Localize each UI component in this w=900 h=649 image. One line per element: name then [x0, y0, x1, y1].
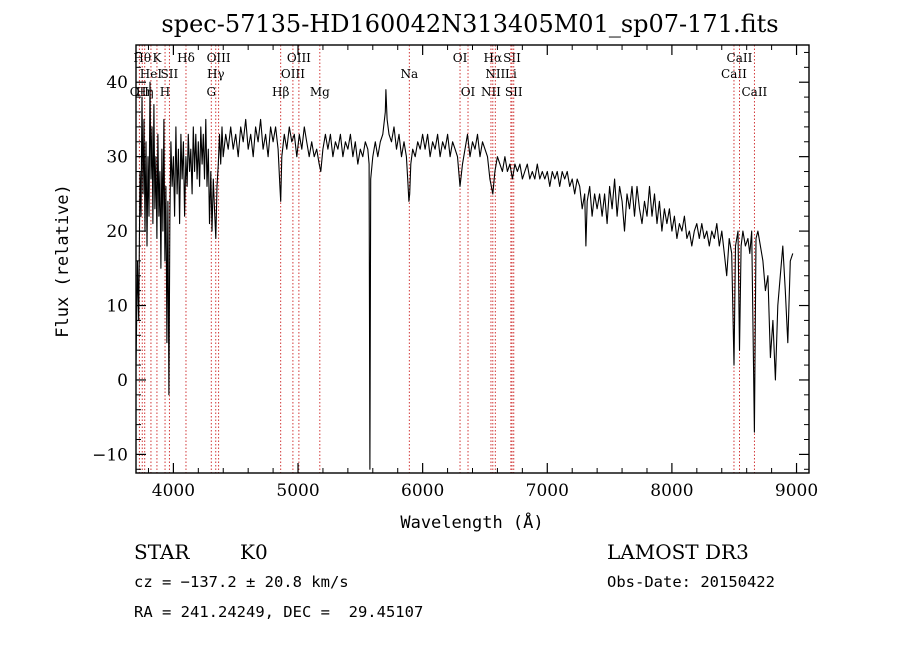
spectral-line-label: Na: [400, 67, 418, 81]
survey-name: LAMOST DR3: [607, 540, 749, 564]
y-tick-label: 40: [106, 73, 128, 93]
spectral-line-label: Hθ: [133, 51, 151, 65]
spectral-line-label: CaII: [721, 67, 747, 81]
y-tick-label: 10: [106, 297, 128, 317]
spectral-line-label: NII: [481, 85, 501, 99]
flux-series-line: [135, 81, 794, 470]
spectral-line-label: OI: [461, 85, 476, 99]
spectral-line-label: K: [152, 51, 162, 65]
y-tick-label: 20: [106, 222, 128, 242]
spectral-line-label: OIII: [281, 67, 305, 81]
spectral-line-label: H: [160, 85, 170, 99]
observation-date: Obs-Date: 20150422: [607, 573, 775, 591]
chart-title: spec-57135-HD160042N313405M01_sp07-171.f…: [161, 10, 778, 38]
spectral-line-label: HeI: [140, 67, 163, 81]
y-tick-label: −10: [92, 445, 128, 465]
spectral-line-label: Hα: [484, 51, 503, 65]
x-tick-label: 4000: [152, 481, 195, 501]
object-class: STAR: [134, 540, 190, 564]
spectral-line-label: Hβ: [272, 85, 289, 99]
spectral-line-label: OIII: [207, 51, 231, 65]
spectral-line-label: SII: [503, 51, 521, 65]
x-axis-label: Wavelength (Å): [400, 511, 543, 533]
spectrum-figure: spec-57135-HD160042N313405M01_sp07-171.f…: [53, 10, 818, 533]
y-axis-label: Flux (relative): [53, 184, 73, 338]
coordinates: RA = 241.24249, DEC = 29.45107: [134, 603, 424, 621]
object-subclass: K0: [240, 540, 268, 564]
x-tick-label: 6000: [401, 481, 444, 501]
x-tick-label: 8000: [650, 481, 693, 501]
spectral-line-label: CaII: [727, 51, 753, 65]
spectral-line-label: SII: [505, 85, 523, 99]
spectral-line-label: OI: [453, 51, 468, 65]
spectral-line-label: Hδ: [177, 51, 195, 65]
y-tick-label: 0: [117, 371, 128, 391]
spectral-line-label: G: [206, 85, 216, 99]
x-tick-label: 7000: [526, 481, 569, 501]
redshift-velocity: cz = −137.2 ± 20.8 km/s: [134, 573, 349, 591]
spectral-line-label: NII: [485, 67, 505, 81]
spectral-line-label: CaII: [741, 85, 767, 99]
y-tick-label: 30: [106, 148, 128, 168]
spectral-line-label: Mg: [310, 85, 330, 99]
x-tick-label: 5000: [276, 481, 319, 501]
spectral-line-label: Hη: [136, 85, 154, 99]
x-tick-label: 9000: [775, 481, 818, 501]
spectral-line-label: OIII: [287, 51, 311, 65]
plot-frame: [135, 44, 810, 474]
spectral-line-label: Hγ: [207, 67, 225, 81]
spectral-line-label: SII: [161, 67, 179, 81]
spectral-line-label: Li: [505, 67, 517, 81]
